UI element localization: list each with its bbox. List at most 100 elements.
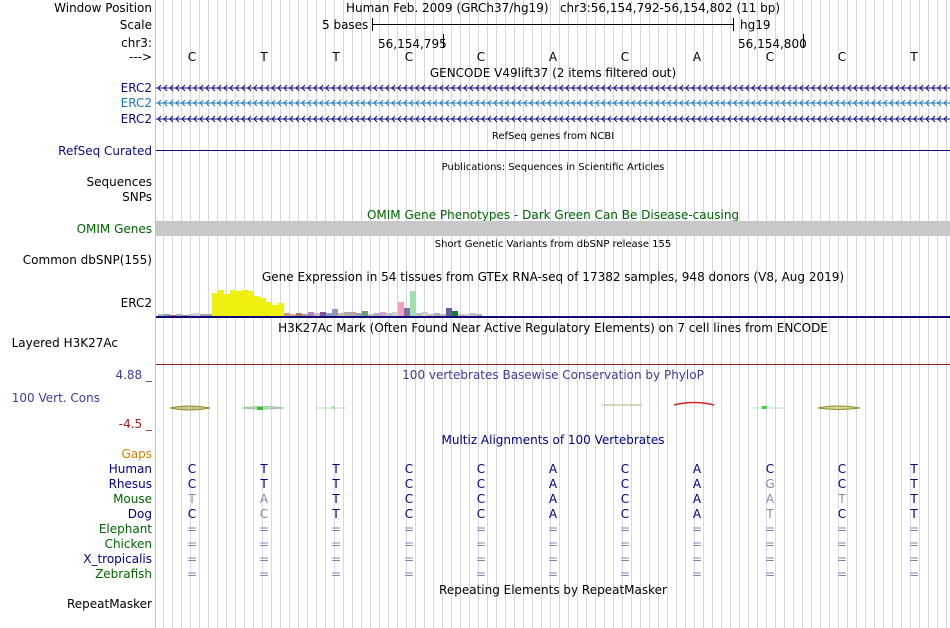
gene-track-erc2-1[interactable] [156,82,950,92]
gtex-tissue-bar[interactable] [224,294,230,316]
gtex-tissue-bar[interactable] [266,302,272,316]
gtex-tissue-bar[interactable] [242,290,248,316]
alignment-base: A [548,507,558,521]
gtex-tissue-bar[interactable] [200,314,206,316]
gtex-tissue-bar[interactable] [212,293,218,316]
gtex-tissue-bar[interactable] [164,314,170,316]
gtex-tissue-bar[interactable] [428,314,434,316]
gtex-tissue-bar[interactable] [350,312,356,316]
gtex-tissue-bar[interactable] [344,312,350,316]
repeatmasker-label[interactable]: RepeatMasker [66,597,152,611]
gtex-tissue-bar[interactable] [338,313,344,316]
gtex-tissue-bar[interactable] [440,314,446,316]
gtex-tissue-bar[interactable] [206,314,212,316]
gtex-tissue-bar[interactable] [398,302,404,316]
gtex-tissue-bar[interactable] [386,313,392,316]
species-label-elephant[interactable]: Elephant [98,522,152,536]
gene-label-erc2-2[interactable]: ERC2 [120,96,152,110]
gtex-gene-label[interactable]: ERC2 [120,296,152,310]
gtex-tissue-bar[interactable] [260,298,266,316]
gtex-tissue-bar[interactable] [302,314,308,316]
species-label-x_tropicalis[interactable]: X_tropicalis [83,552,152,566]
gtex-tissue-bar[interactable] [272,305,278,316]
gtex-tissue-bar[interactable] [368,314,374,316]
snps-label[interactable]: SNPs [122,190,152,204]
alignment-base: C [259,507,269,521]
gtex-tissue-bar[interactable] [434,313,440,316]
gtex-tissue-bar[interactable] [230,290,236,316]
gtex-tissue-bar[interactable] [218,290,224,316]
grid-line [730,0,731,628]
grid-line [766,0,767,628]
gtex-tissue-bar[interactable] [320,312,326,316]
sequences-label[interactable]: Sequences [86,175,152,189]
species-label-chicken[interactable]: Chicken [104,537,152,551]
gtex-tissue-bar[interactable] [458,314,464,316]
gtex-tissue-bar[interactable] [476,314,482,316]
species-label-mouse[interactable]: Mouse [113,492,152,506]
alignment-base: = [691,522,703,536]
gtex-tissue-bar[interactable] [278,303,284,316]
gtex-bars[interactable] [156,284,950,316]
gtex-tissue-bar[interactable] [446,308,452,316]
gtex-tissue-bar[interactable] [380,312,386,316]
gtex-tissue-bar[interactable] [362,311,368,316]
gtex-tissue-bar[interactable] [176,314,182,316]
omim-bar[interactable] [156,221,950,236]
h3k27ac-label[interactable]: Layered H3K27Ac [11,336,118,350]
gtex-tissue-bar[interactable] [248,291,254,316]
species-label-human[interactable]: Human [108,462,152,476]
gtex-tissue-bar[interactable] [182,315,188,316]
gtex-tissue-bar[interactable] [404,308,410,316]
gene-track-erc2-2[interactable] [156,97,950,107]
refseq-track-line[interactable] [156,150,950,151]
alignment-base: = [547,567,559,581]
gtex-tissue-bar[interactable] [308,312,314,316]
coord-1-tick [443,34,444,48]
gtex-tissue-bar[interactable] [416,313,422,316]
gtex-tissue-bar[interactable] [452,311,458,316]
gtex-tissue-bar[interactable] [188,314,194,316]
phylop-signal[interactable] [156,398,950,414]
species-label-dog[interactable]: Dog [127,507,152,521]
cons-label[interactable]: 100 Vert. Cons [11,391,100,405]
gtex-tissue-bar[interactable] [290,314,296,316]
gene-track-erc2-3[interactable] [156,113,950,123]
species-label-zebrafish[interactable]: Zebrafish [95,567,152,581]
gtex-tissue-bar[interactable] [254,296,260,316]
alignment-base: C [187,507,197,521]
gtex-tissue-bar[interactable] [332,309,338,316]
omim-label[interactable]: OMIM Genes [76,222,152,236]
gtex-tissue-bar[interactable] [410,291,416,316]
grid-line [568,0,569,628]
gtex-tissue-bar[interactable] [356,313,362,316]
gtex-tissue-bar[interactable] [326,313,332,316]
gtex-tissue-bar[interactable] [236,291,242,316]
gaps-label[interactable]: Gaps [121,447,152,461]
gtex-tissue-bar[interactable] [194,313,200,316]
alignment-base: A [692,462,702,476]
refseq-label[interactable]: RefSeq Curated [58,144,152,158]
alignment-base: C [476,507,486,521]
dbsnp-label[interactable]: Common dbSNP(155) [22,253,152,267]
species-label-rhesus[interactable]: Rhesus [108,477,152,491]
gtex-tissue-bar[interactable] [464,314,470,316]
gene-label-erc2-3[interactable]: ERC2 [120,112,152,126]
gtex-tissue-bar[interactable] [392,312,398,316]
gtex-tissue-bar[interactable] [284,313,290,316]
gtex-baseline [156,316,950,318]
gtex-tissue-bar[interactable] [422,312,428,316]
gtex-tissue-bar[interactable] [170,315,176,316]
grid-line [820,0,821,628]
gene-label-erc2-1[interactable]: ERC2 [120,81,152,95]
gtex-tissue-bar[interactable] [470,313,476,316]
grid-line [937,0,938,628]
multiz-alignment[interactable]: Human C T T C C A C A C C T Rhesus C T T C C A C A G C T Mouse T A… [0,462,950,582]
alignment-base: C [476,462,486,476]
gtex-tissue-bar[interactable] [374,313,380,316]
gtex-tissue-bar[interactable] [158,314,164,316]
gtex-tissue-bar[interactable] [314,313,320,316]
gtex-tissue-bar[interactable] [296,313,302,316]
alignment-base: = [619,567,631,581]
alignment-base: A [765,492,775,506]
